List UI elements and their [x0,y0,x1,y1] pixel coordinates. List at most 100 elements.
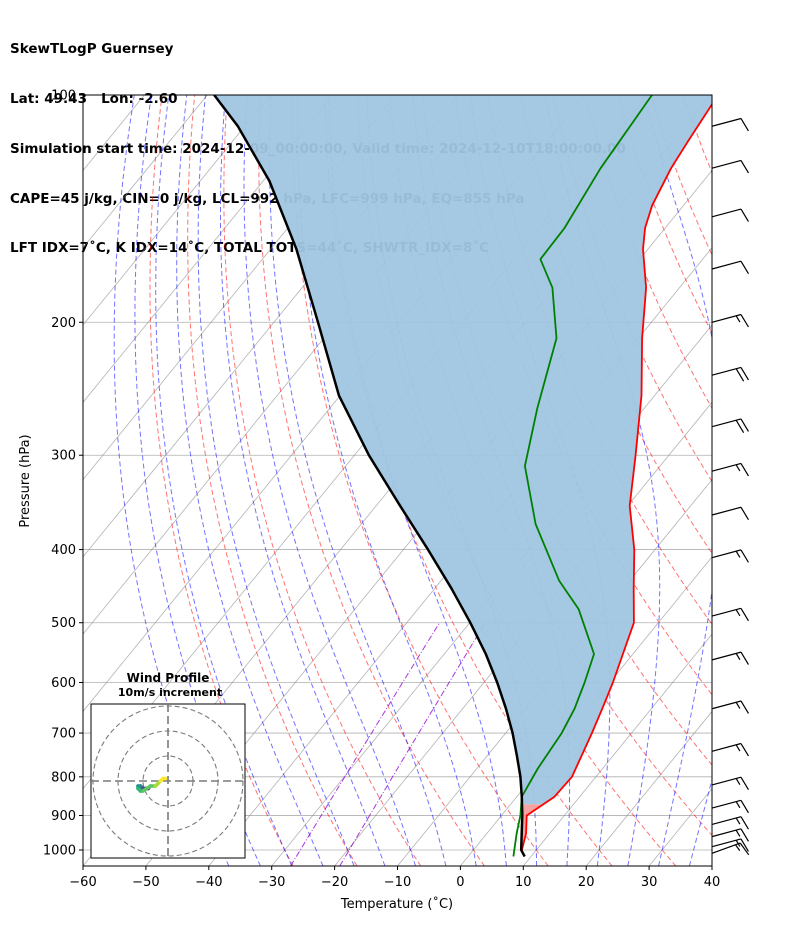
barb-feather [740,651,749,665]
y-tick-label: 700 [51,727,76,742]
barb-half-feather [735,829,741,837]
wind-barb [711,742,749,757]
barb-shaft [711,159,742,169]
barb-shaft [711,651,742,661]
wind-barbs [711,117,750,856]
y-tick-label: 900 [51,809,76,824]
barb-feather [740,838,749,852]
x-tick-label: −30 [258,875,285,890]
wind-barb [711,842,750,856]
wind-barb [711,549,749,563]
x-tick-label: 30 [641,875,658,890]
x-tick-label: 40 [704,875,721,890]
moist-adiabat-line [176,95,324,866]
moist-adiabat-line [269,95,447,866]
barb-feather [740,118,749,132]
x-tick-label: −50 [132,875,159,890]
wind-barb [711,117,749,132]
dry-adiabat-line [748,95,794,866]
mixing-ratio-line [290,622,441,866]
wind-barb [711,838,749,852]
hodograph-plot [91,704,245,858]
y-tick-label: 800 [51,770,76,785]
barb-half-feather [735,844,741,851]
barb-feather [739,842,750,856]
moist-adiabat-line [197,95,355,866]
barb-feather [740,463,749,477]
hodograph-subtitle: 10m/s increment [118,686,222,699]
barb-feather [740,800,749,814]
x-axis-label: Temperature (˚C) [340,896,453,912]
mixing-ratio-line [339,622,486,866]
barb-half-feather [735,464,741,472]
moist-adiabat-line [297,95,477,866]
x-tick-label: 20 [578,875,595,890]
barb-half-feather [735,778,741,786]
wind-barb [711,700,749,714]
wind-barb [711,208,749,222]
dry-adiabat-line [223,95,422,866]
y-axis-label: Pressure (hPa) [18,434,33,527]
barb-half-feather [735,609,741,617]
isotherm-line [83,95,208,249]
isotherm-line [0,95,82,866]
dry-adiabat-line [187,95,358,866]
x-tick-label: 0 [456,875,464,890]
y-tick-label: 400 [51,543,76,558]
wind-barb [711,366,749,382]
barb-feather [740,608,749,622]
barb-shaft [711,260,742,270]
moist-adiabat-line [155,95,293,866]
barb-half-feather [735,550,741,558]
wind-barb [711,776,749,790]
wind-barb [711,799,749,814]
wind-barb [711,462,749,477]
dry-adiabat-line [650,95,712,256]
parcel-line [213,95,526,858]
barb-feather [740,314,749,328]
barb-shaft [711,838,742,848]
barb-feather [740,367,749,381]
barb-half-feather [735,744,741,752]
wind-barb [711,828,749,842]
moist-adiabat-line [720,95,794,866]
isotherm-line [83,95,334,403]
wind-barb [711,159,749,174]
temperature-line [521,102,712,851]
barb-feather [740,418,749,432]
barb-feather [740,743,749,757]
y-tick-label: 200 [51,316,76,331]
barb-shaft [711,117,742,127]
wind-barb [711,651,749,665]
chart-title: SkewTLogP Guernsey [10,41,174,58]
isotherm-line [585,710,712,866]
x-tick-label: −60 [69,875,96,890]
isotherm-line [711,865,712,866]
dry-adiabat-line [149,95,294,866]
isotherm-line [83,95,271,326]
barb-shaft [711,208,742,218]
wind-barb [711,313,749,328]
wind-barb [711,418,749,434]
barb-feather [740,160,749,174]
moist-adiabat-line [642,95,712,866]
x-tick-label: −10 [384,875,411,890]
isotherm-line [522,633,712,866]
moist-adiabat-line [220,95,386,866]
dry-adiabat-line [291,95,549,866]
dry-adiabat-line [258,95,485,866]
isotherm-line [334,401,712,866]
barb-half-feather [735,839,741,847]
isotherm-line [648,788,712,866]
y-tick-label: 500 [51,616,76,631]
barb-feather [740,506,749,521]
barb-feather [740,208,749,222]
barb-feather [740,828,749,842]
barb-feather [740,816,749,830]
y-tick-label: 1000 [43,844,76,859]
wind-barb [711,816,749,830]
barb-half-feather [735,801,741,809]
